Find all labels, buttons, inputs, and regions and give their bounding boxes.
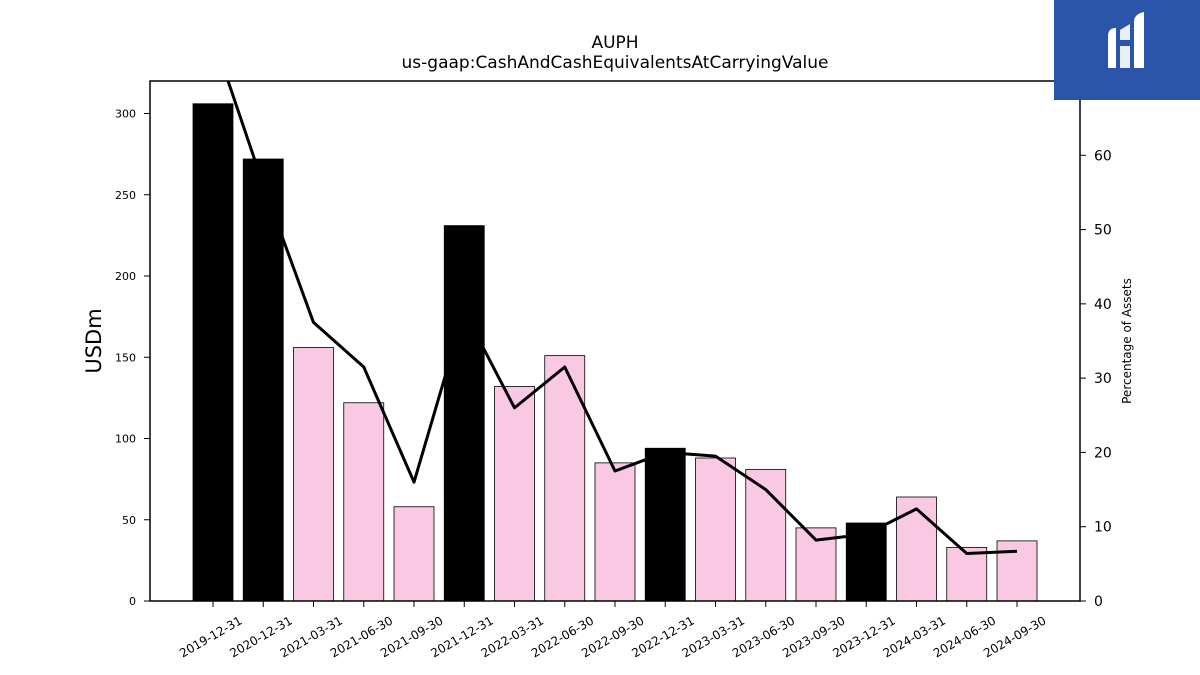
y-tick-label: 300 bbox=[115, 108, 136, 121]
y2-tick-label: 30 bbox=[1094, 371, 1112, 387]
logo-text: MIDGARD FINANCE bbox=[10, 69, 136, 83]
bar-2024-09-30 bbox=[996, 540, 1038, 602]
y2-tick-label: 0 bbox=[1094, 594, 1103, 610]
midgard-logo-icon bbox=[1108, 12, 1144, 68]
bar-2021-06-30 bbox=[343, 402, 385, 602]
bar-2021-12-31 bbox=[443, 225, 485, 602]
y2-tick-label: 60 bbox=[1094, 148, 1112, 164]
y-tick-label: 50 bbox=[122, 514, 136, 527]
percentage-line bbox=[226, 81, 1018, 555]
y2-tick-label: 20 bbox=[1094, 445, 1112, 461]
y-tick-label: 150 bbox=[115, 351, 136, 364]
bar-2022-12-31 bbox=[644, 447, 686, 602]
bar-2024-06-30 bbox=[946, 546, 988, 602]
bar-2023-03-31 bbox=[695, 457, 736, 602]
line-layer bbox=[226, 81, 1018, 555]
y2-tick-label: 40 bbox=[1094, 297, 1112, 313]
y-tick-label: 250 bbox=[115, 189, 136, 202]
bar-2024-03-31 bbox=[896, 496, 937, 602]
chart-subtitle: us-gaap:CashAndCashEquivalentsAtCarrying… bbox=[402, 53, 829, 73]
chart-title: AUPH bbox=[591, 33, 638, 53]
bar-2021-09-30 bbox=[393, 506, 435, 602]
y-axis-label: USDm bbox=[82, 308, 106, 373]
bar-2022-09-30 bbox=[594, 462, 636, 602]
y2-axis-label: Percentage of Assets bbox=[1120, 278, 1134, 404]
y2-tick-label: 50 bbox=[1094, 223, 1112, 239]
bar-2021-03-31 bbox=[293, 347, 334, 602]
bar-2022-03-31 bbox=[494, 386, 535, 602]
y-tick-label: 0 bbox=[129, 595, 136, 608]
x-axis: 2019-12-312020-12-312021-03-312021-06-30… bbox=[177, 601, 1049, 660]
y-tick-label: 100 bbox=[115, 433, 136, 446]
right-axis: 0 10 20 30 40 50 60 bbox=[1080, 148, 1112, 610]
left-axis: 0 50 100 150 200 250 300 bbox=[115, 108, 150, 608]
y-tick-label: 200 bbox=[115, 270, 136, 283]
bar-2019-12-31 bbox=[192, 103, 234, 602]
bars-layer bbox=[192, 103, 1038, 602]
y2-tick-label: 10 bbox=[1094, 520, 1112, 536]
bar-2022-06-30 bbox=[544, 355, 586, 602]
bar-2020-12-31 bbox=[242, 158, 284, 602]
